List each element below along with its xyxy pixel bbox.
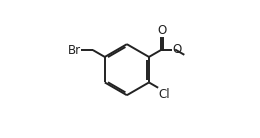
Text: Br: Br bbox=[68, 43, 81, 57]
Text: Cl: Cl bbox=[159, 88, 170, 101]
Text: O: O bbox=[157, 24, 166, 38]
Text: O: O bbox=[173, 43, 182, 56]
